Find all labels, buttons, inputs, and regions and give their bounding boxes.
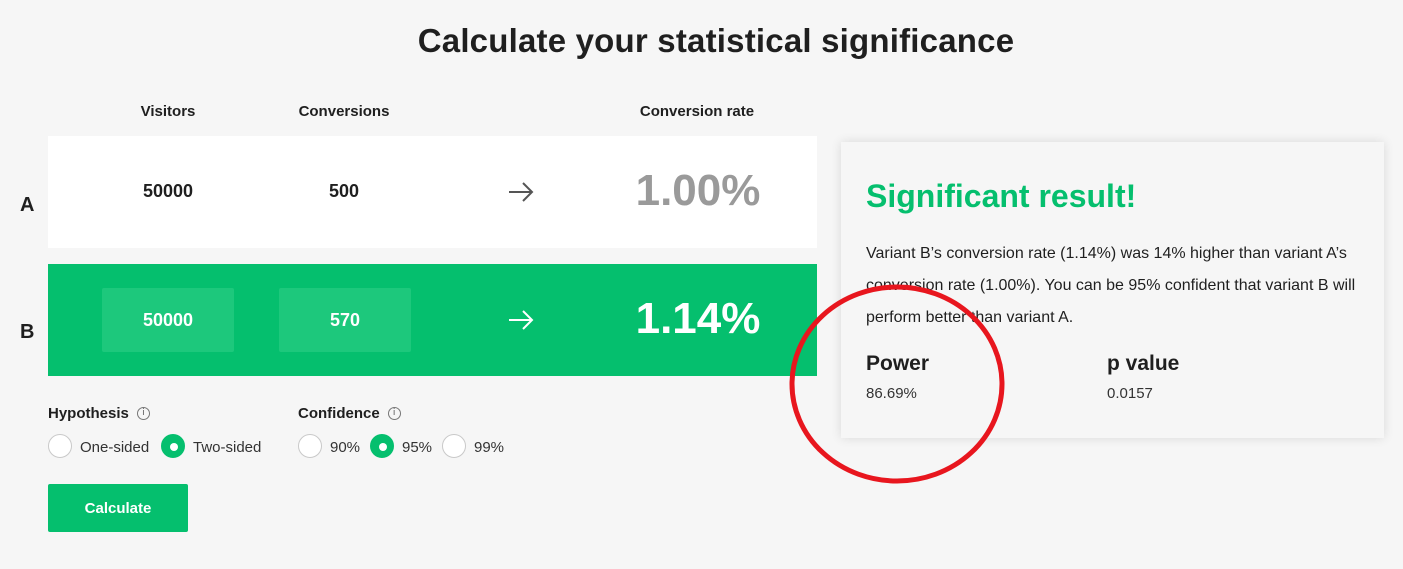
conversion-rate-column-header: Conversion rate (639, 103, 755, 120)
confidence-label: Confidence i (298, 405, 401, 422)
hypothesis-label-text: Hypothesis (48, 405, 129, 422)
variant-b-label: B (20, 321, 35, 343)
variant-b-visitors-input[interactable]: 50000 (102, 288, 234, 352)
variant-a-row: 50000 500 1.00% (48, 136, 817, 248)
variant-a-label: A (20, 194, 35, 216)
variant-b-conversion-rate: 1.14% (635, 294, 761, 343)
result-description: Variant B’s conversion rate (1.14%) was … (866, 245, 1356, 326)
hypothesis-one-sided-label[interactable]: One-sided (80, 439, 150, 456)
hypothesis-one-sided-radio[interactable] (48, 434, 72, 458)
hypothesis-label: Hypothesis i (48, 405, 150, 422)
info-icon[interactable]: i (387, 407, 401, 420)
p-value: 0.0157 (1107, 385, 1153, 402)
confidence-95-label[interactable]: 95% (402, 439, 433, 456)
result-card: Significant result! Variant B’s conversi… (841, 142, 1384, 438)
page-title: Calculate your statistical significance (417, 22, 1015, 59)
arrow-right-icon (509, 310, 534, 330)
confidence-label-text: Confidence (298, 405, 380, 422)
info-icon[interactable]: i (136, 407, 150, 420)
confidence-90-label[interactable]: 90% (330, 439, 361, 456)
result-title: Significant result! (866, 178, 1137, 214)
confidence-99-label[interactable]: 99% (474, 439, 505, 456)
confidence-90-radio[interactable] (298, 434, 322, 458)
conversions-column-header: Conversions (298, 103, 390, 120)
hypothesis-two-sided-radio[interactable] (161, 434, 185, 458)
power-label: Power (866, 352, 930, 375)
variant-a-visitors: 50000 (142, 181, 194, 201)
confidence-99-radio[interactable] (442, 434, 466, 458)
visitors-column-header: Visitors (140, 103, 196, 120)
variant-a-conversion-rate: 1.00% (635, 166, 761, 215)
power-value: 86.69% (866, 385, 917, 402)
variant-b-row: 50000 570 1.14% (48, 264, 817, 376)
variant-a-conversions: 500 (328, 181, 360, 201)
arrow-right-icon (509, 182, 534, 202)
hypothesis-two-sided-label[interactable]: Two-sided (193, 439, 262, 456)
calculate-button[interactable]: Calculate (48, 484, 188, 532)
variant-b-conversions-input[interactable]: 570 (279, 288, 411, 352)
p-value-label: p value (1107, 352, 1180, 375)
confidence-95-radio[interactable] (370, 434, 394, 458)
